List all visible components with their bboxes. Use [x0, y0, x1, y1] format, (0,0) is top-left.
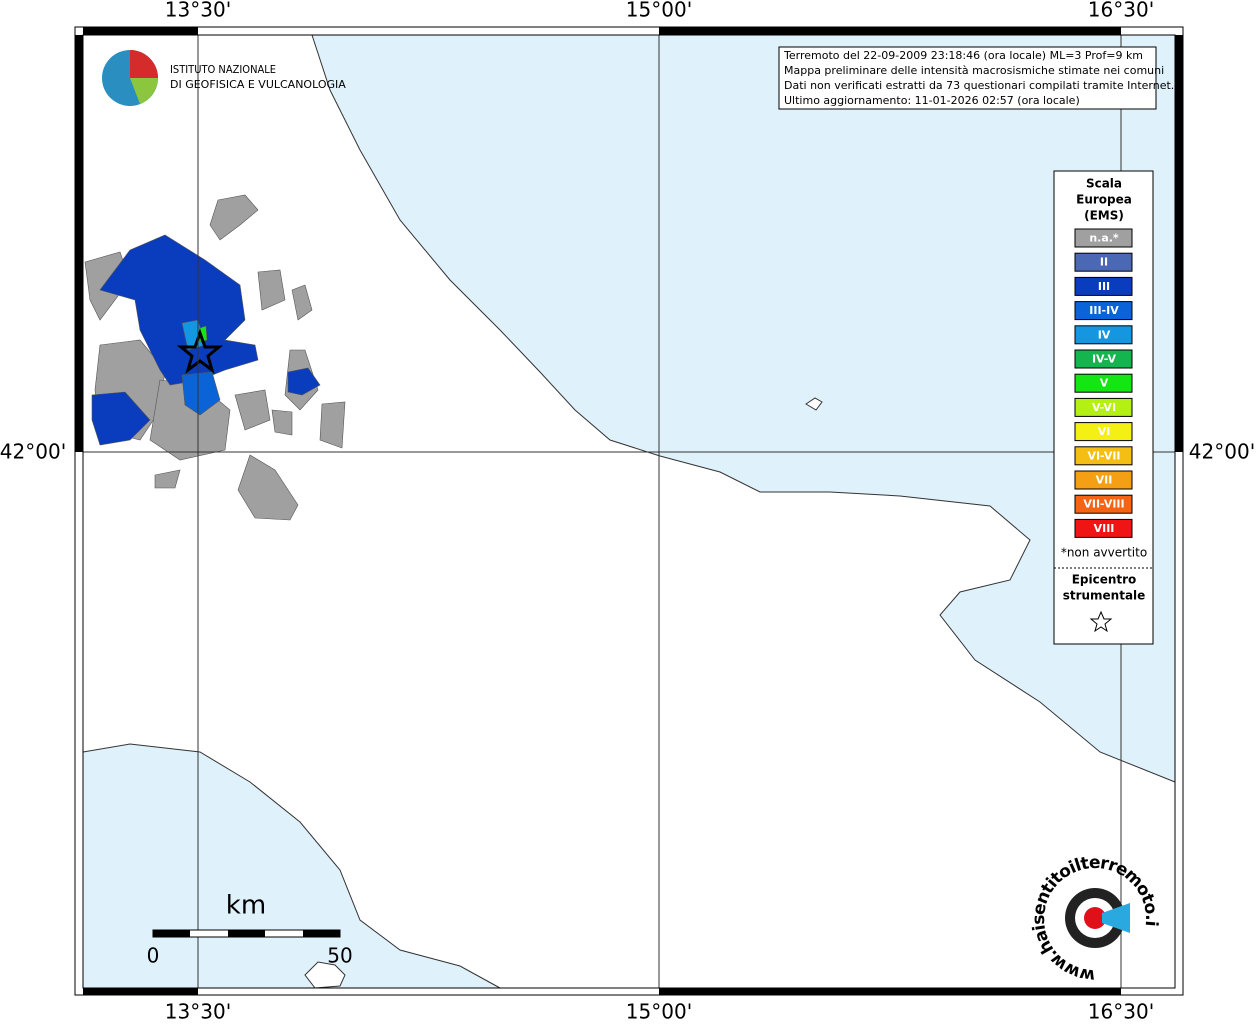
scale-label: 50 [327, 944, 352, 968]
legend-label: V-VI [1092, 401, 1116, 414]
area [271, 409, 293, 436]
grid-label: 16°30' [1088, 0, 1154, 22]
logo-sector [130, 50, 158, 78]
legend-swatch [1074, 397, 1133, 417]
area [287, 367, 321, 396]
watermark-core [1084, 907, 1106, 929]
legend-title: (EMS) [1084, 209, 1124, 223]
frame-bar [1175, 35, 1183, 452]
legend-label: II [1100, 256, 1108, 269]
island [805, 397, 823, 411]
legend-epicenter: strumentale [1063, 589, 1146, 603]
legend-title: Europea [1076, 193, 1132, 207]
area [257, 269, 286, 311]
legend-swatch [1074, 373, 1133, 393]
grid-label: 15°00' [626, 0, 692, 22]
watermark-speaker [1102, 903, 1130, 933]
legend-swatch [1074, 301, 1133, 321]
logo-text: ISTITUTO NAZIONALE [170, 63, 276, 76]
scale-unit: km [226, 891, 266, 921]
epicenter [176, 328, 224, 374]
municipalities [84, 194, 346, 521]
scale-segment [228, 930, 265, 937]
logo-text: DI GEOFISICA E VULCANOLOGIA [170, 78, 346, 91]
legend-swatch [1074, 252, 1133, 272]
frame-inner [82, 34, 1176, 989]
legend-label: VIII [1094, 522, 1115, 535]
area [91, 391, 151, 446]
legend-label: VII-VIII [1083, 498, 1124, 511]
ingv-logo: ISTITUTO NAZIONALE DI GEOFISICA E VULCAN… [102, 50, 346, 106]
legend-label: n.a.* [1089, 232, 1119, 245]
logo-sector [130, 78, 158, 104]
legend-label: VI [1098, 425, 1111, 438]
info-line: Dati non verificati estratti da 73 quest… [784, 79, 1174, 92]
area [209, 194, 259, 241]
grid-label: 42°00' [1189, 440, 1255, 464]
frame-bar [83, 988, 198, 995]
legend-label: IV-V [1092, 353, 1117, 366]
legend-epicenter: Epicentro [1072, 573, 1137, 587]
legend-label: VI-VII [1087, 449, 1120, 462]
frame-outer [74, 26, 1184, 996]
grid-label: 15°00' [626, 1000, 692, 1024]
info-line: Ultimo aggiornamento: 11-01-2026 02:57 (… [784, 94, 1080, 107]
info-box: Terremoto del 22-09-2009 23:18:46 (ora l… [778, 46, 1174, 110]
area [181, 371, 221, 416]
grid-label: 42°00' [0, 440, 66, 464]
legend-label: VII [1096, 474, 1113, 487]
legend-swatch [1074, 446, 1133, 466]
legend-label: V [1100, 377, 1109, 390]
legend-label: III [1098, 280, 1110, 293]
frame-bar [83, 27, 198, 35]
legend-swatch [1074, 518, 1133, 538]
sea [311, 34, 1176, 783]
frame-bar [659, 988, 1121, 995]
legend-swatch [1074, 349, 1133, 369]
legend-swatch [1074, 494, 1133, 514]
scale-segment [303, 930, 340, 937]
info-line: Mappa preliminare delle intensità macros… [784, 64, 1164, 77]
legend-star [1089, 610, 1113, 633]
area [291, 284, 313, 321]
legend-swatch [1074, 470, 1133, 490]
grid-label: 13°30' [165, 1000, 231, 1024]
legend-swatch [1074, 325, 1133, 345]
legend-title: Scala [1086, 177, 1122, 191]
scale-segment [153, 930, 190, 937]
grid-label: 13°30' [165, 0, 231, 22]
legend-swatch [1074, 422, 1133, 442]
frame-bar [659, 27, 1121, 35]
grid-label: 16°30' [1088, 1000, 1154, 1024]
legend-swatch [1074, 228, 1133, 248]
area [154, 469, 181, 489]
scale-label: 0 [147, 944, 160, 968]
info-box-frame [778, 46, 1157, 110]
legend-note: *non avvertito [1061, 546, 1147, 560]
frame [74, 26, 1184, 996]
area [237, 454, 299, 521]
frame-bar [75, 35, 83, 452]
area [234, 389, 271, 431]
info-line: Terremoto del 22-09-2009 23:18:46 (ora l… [783, 49, 1143, 62]
legend-label: IV [1098, 328, 1111, 341]
legend-label: III-IV [1089, 304, 1119, 317]
legend-swatch [1074, 276, 1133, 296]
scale-bar: km 0 50 [147, 891, 353, 968]
legend: Scala Europea (EMS) *non avvertito Epice… [1053, 170, 1154, 645]
area [319, 401, 346, 449]
